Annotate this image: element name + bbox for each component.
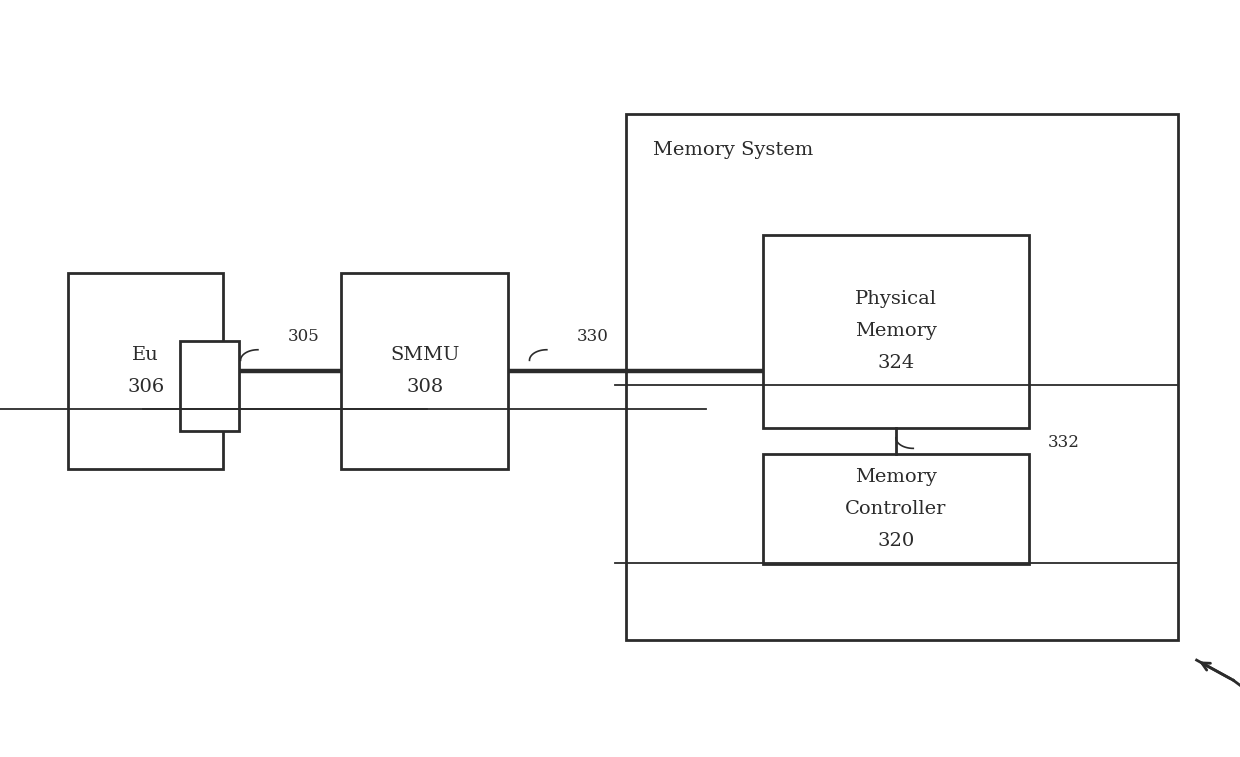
Bar (626, 114, 1178, 640)
Bar (763, 454, 1029, 564)
Bar (180, 341, 239, 431)
Text: 320: 320 (877, 532, 915, 550)
Text: Controller: Controller (846, 500, 946, 518)
Text: 305: 305 (288, 329, 320, 345)
Text: 308: 308 (405, 378, 444, 396)
Text: Memory: Memory (854, 469, 937, 486)
Text: 330: 330 (577, 329, 609, 345)
Text: Eu: Eu (133, 346, 159, 364)
Text: Memory: Memory (854, 322, 937, 340)
Text: 306: 306 (126, 378, 165, 396)
Text: Memory System: Memory System (653, 141, 820, 159)
Text: SMMU: SMMU (391, 346, 459, 364)
Text: Physical: Physical (854, 291, 937, 308)
Bar (763, 235, 1029, 428)
Text: 324: 324 (877, 354, 915, 372)
Bar (68, 273, 223, 469)
Bar (341, 273, 508, 469)
Text: 332: 332 (1048, 435, 1080, 451)
